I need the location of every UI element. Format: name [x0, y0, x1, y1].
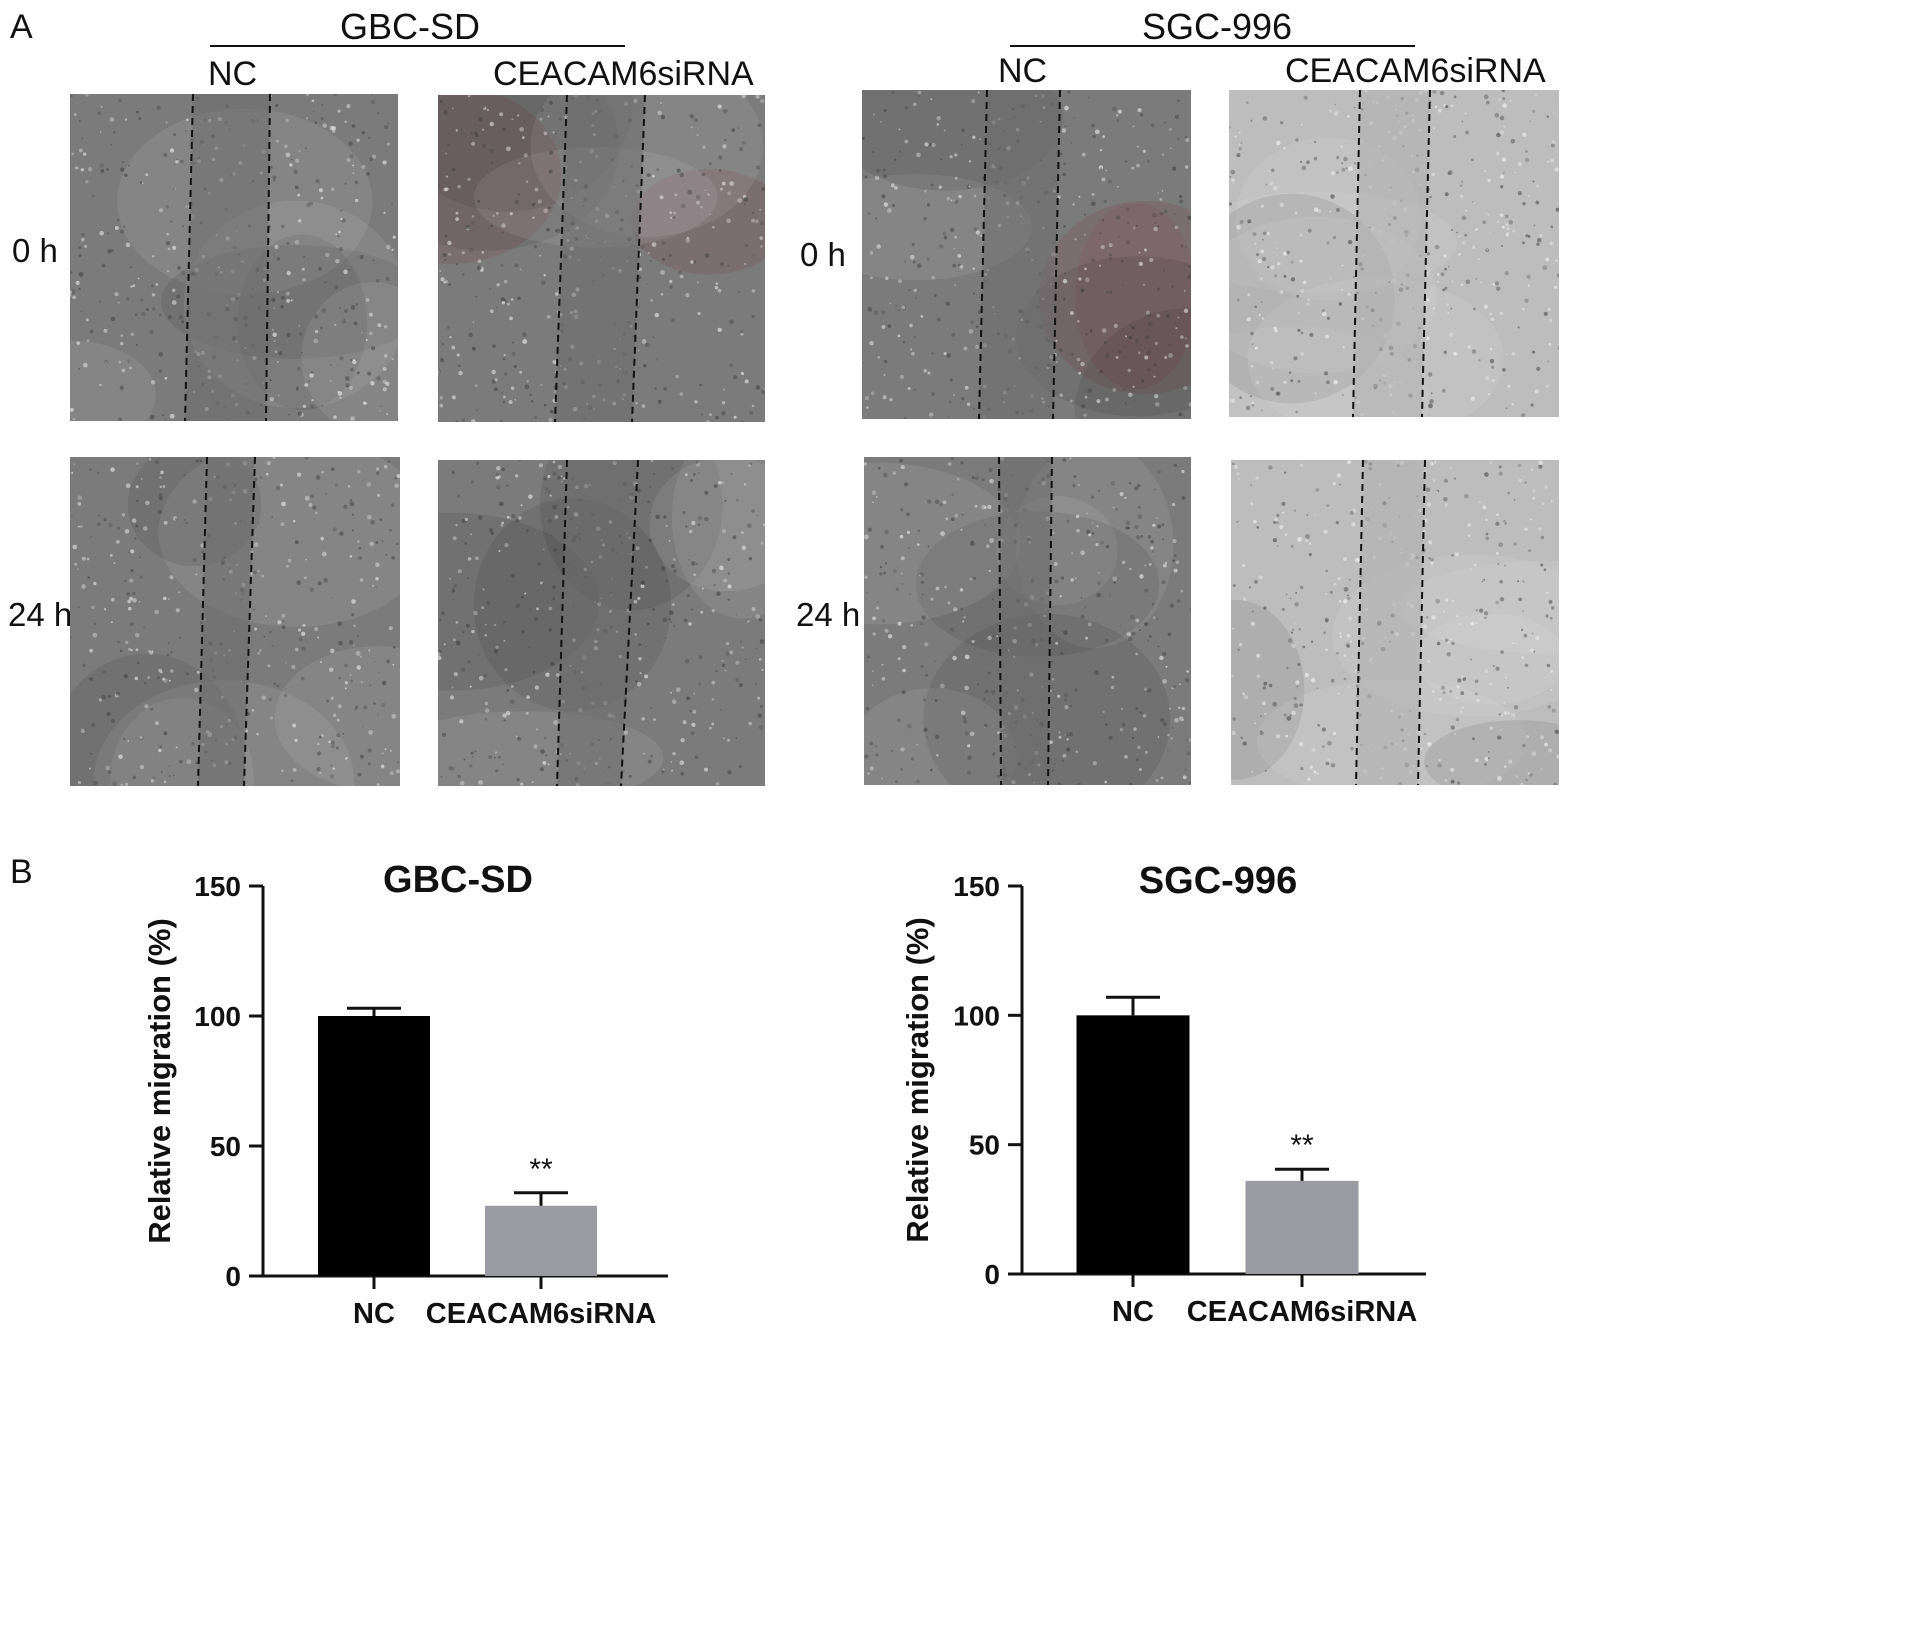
- scratch-boundary-line: [197, 457, 208, 786]
- scratch-boundary-line: [554, 95, 568, 422]
- y-tick-label: 150: [194, 871, 241, 902]
- column-label-nc-sgc: NC: [998, 52, 1048, 90]
- y-axis-label: Relative migration (%): [900, 917, 935, 1243]
- y-tick-label: 50: [969, 1130, 1000, 1161]
- micrograph-texture: [862, 90, 1191, 419]
- group-rule-gbc-sd: [210, 45, 625, 47]
- x-tick-label: NC: [353, 1298, 395, 1330]
- scratch-boundary-line: [1352, 90, 1361, 417]
- bar-ceacam6sirna: [1245, 1180, 1359, 1274]
- scratch-boundary-line: [243, 457, 256, 786]
- micrograph-sgc-sirna-24h: [1231, 460, 1559, 785]
- significance-label: **: [529, 1153, 553, 1186]
- scratch-boundary-line: [1417, 460, 1426, 785]
- bar-ceacam6sirna: [485, 1205, 597, 1276]
- row-label-24h-right: 24 h: [796, 596, 861, 633]
- micrograph-sgc-sirna-0h: [1229, 90, 1559, 417]
- row-label-24h-left: 24 h: [8, 596, 73, 633]
- x-tick-label: NC: [1112, 1296, 1154, 1328]
- column-label-sirna-gbc: CEACAM6siRNA: [493, 55, 754, 93]
- column-label-nc-gbc: NC: [208, 55, 258, 93]
- scratch-boundary-line: [620, 460, 639, 786]
- bar-charts-svg: GBC-SD Relative migration (%) 0 50 100 150 NC C…: [142, 859, 1426, 1330]
- scratch-boundary-line: [265, 94, 271, 421]
- scratch-boundary-line: [978, 90, 988, 419]
- scratch-boundary-line: [1047, 457, 1053, 785]
- x-tick-label: CEACAM6siRNA: [426, 1298, 656, 1330]
- bar-nc: [1076, 1015, 1190, 1274]
- micrograph-gbc-sirna-24h: [438, 460, 765, 786]
- y-tick-label: 0: [984, 1259, 1000, 1290]
- scratch-boundary-line: [184, 94, 194, 421]
- scratch-boundary-line: [1052, 90, 1061, 419]
- y-tick-label: 100: [194, 1001, 241, 1032]
- scratch-boundary-line: [1355, 460, 1364, 785]
- micrograph-texture: [438, 95, 765, 422]
- panel-a-letter: A: [10, 8, 33, 46]
- panel-b-letter: B: [10, 853, 33, 891]
- y-tick-label: 0: [225, 1261, 241, 1292]
- column-label-sirna-sgc: CEACAM6siRNA: [1285, 52, 1546, 90]
- bar-nc: [318, 1016, 430, 1276]
- micrograph-sgc-nc-24h: [864, 457, 1191, 785]
- micrograph-texture: [1229, 90, 1559, 417]
- y-axis-label: Relative migration (%): [142, 918, 177, 1244]
- bar-charts: GBC-SD Relative migration (%) 0 50 100 150 NC C…: [0, 840, 1913, 1625]
- micrograph-texture: [70, 457, 400, 786]
- group-title-gbc-sd: GBC-SD: [339, 6, 480, 47]
- row-label-0h-right: 0 h: [800, 236, 846, 273]
- scratch-boundary-line: [998, 457, 1002, 785]
- x-tick-label: CEACAM6siRNA: [1187, 1296, 1417, 1328]
- scratch-boundary-line: [631, 95, 646, 422]
- micrograph-gbc-nc-0h: [70, 94, 398, 421]
- significance-label: **: [1290, 1129, 1314, 1162]
- y-tick-label: 50: [210, 1131, 241, 1162]
- scratch-boundary-line: [1421, 90, 1431, 417]
- micrograph-texture: [70, 94, 398, 421]
- micrograph-sgc-nc-0h: [862, 90, 1191, 419]
- micrograph-texture: [864, 457, 1191, 785]
- micrograph-gbc-sirna-0h: [438, 95, 765, 422]
- row-label-0h-left: 0 h: [12, 232, 58, 269]
- micrograph-gbc-nc-24h: [70, 457, 400, 786]
- y-tick-label: 150: [953, 871, 1000, 902]
- y-tick-label: 100: [953, 1000, 1000, 1031]
- micrograph-texture: [1231, 460, 1559, 785]
- scratch-boundary-line: [556, 460, 568, 786]
- group-title-sgc-996: SGC-996: [1141, 6, 1293, 47]
- group-rule-sgc-996: [1010, 45, 1415, 47]
- chart-title: GBC-SD: [383, 859, 533, 901]
- micrograph-texture: [438, 460, 765, 786]
- chart-title: SGC-996: [1139, 860, 1297, 902]
